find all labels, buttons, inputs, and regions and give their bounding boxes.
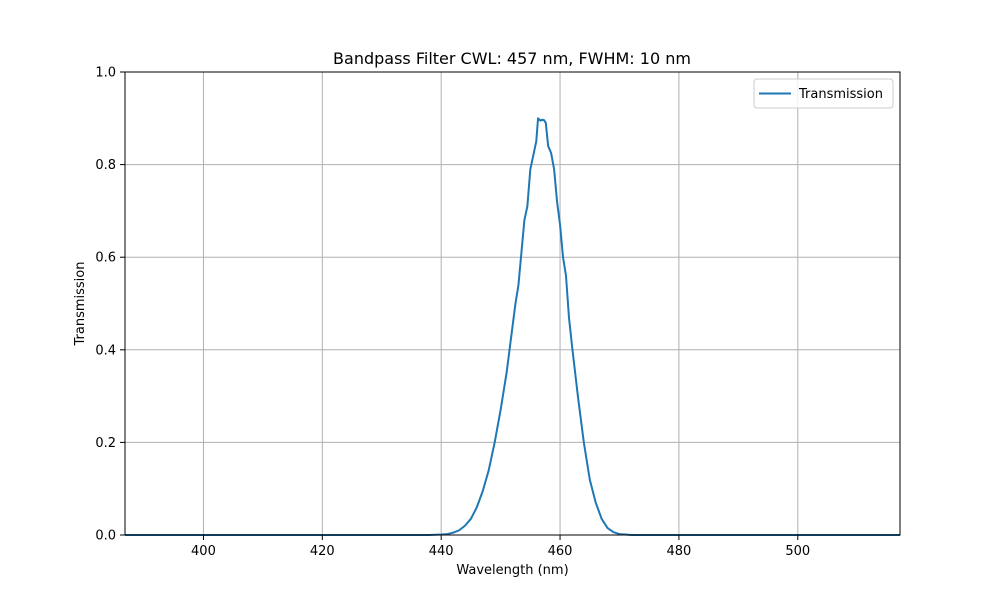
x-tick-label-3: 460 [548, 544, 573, 559]
chart-title: Bandpass Filter CWL: 457 nm, FWHM: 10 nm [333, 49, 691, 68]
x-tick-label-5: 500 [785, 544, 810, 559]
y-tick-label-2: 0.4 [95, 343, 116, 358]
x-axis-label: Wavelength (nm) [456, 563, 568, 578]
x-tick-label-1: 420 [310, 544, 335, 559]
grid-lines [125, 71, 900, 536]
y-axis-ticks: 0.0 0.2 0.4 0.6 0.8 1.0 [95, 66, 125, 544]
legend-box [753, 78, 894, 109]
legend: Transmission [753, 78, 894, 109]
x-tick-label-4: 480 [666, 544, 691, 559]
x-tick-label-0: 400 [191, 544, 216, 559]
y-axis-label: Transmission [73, 262, 88, 347]
y-tick-label-1: 0.2 [95, 436, 116, 451]
y-tick-label-5: 1.0 [95, 66, 116, 81]
x-tick-label-2: 440 [429, 544, 454, 559]
y-tick-label-4: 0.8 [95, 158, 116, 173]
x-axis-ticks: 400 420 440 460 480 500 [191, 535, 810, 559]
series-layer [125, 117, 900, 536]
series-line-transmission [125, 117, 900, 536]
y-tick-label-0: 0.0 [95, 529, 116, 544]
legend-label-transmission: Transmission [798, 87, 883, 102]
y-tick-label-3: 0.6 [95, 251, 116, 266]
plot-frame [124, 71, 901, 536]
